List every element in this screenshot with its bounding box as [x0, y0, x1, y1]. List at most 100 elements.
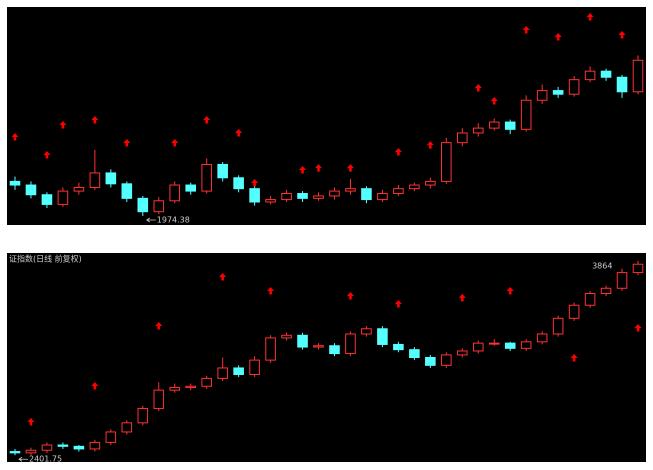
candle-body [632, 59, 644, 93]
candle-body [472, 342, 484, 352]
candle-body [57, 190, 69, 205]
candle-body [297, 334, 308, 348]
candle-body [441, 142, 452, 182]
signal-arrow [522, 26, 530, 34]
candle-body [504, 121, 516, 130]
candle-body [137, 197, 149, 213]
signal-arrow [315, 164, 323, 172]
candle-body [456, 350, 468, 356]
candle-body [169, 387, 181, 391]
candle-body [121, 422, 133, 433]
candle-body [73, 445, 85, 450]
candle-body [9, 180, 21, 186]
panel-background [7, 253, 646, 462]
candle-body [441, 354, 452, 366]
candle-body [536, 90, 548, 101]
candle-body [9, 451, 21, 454]
signal-arrow [474, 84, 482, 92]
candle-body [377, 193, 388, 201]
signal-arrow [570, 354, 578, 362]
candle-body [281, 193, 292, 201]
candle-body [297, 193, 308, 199]
candle-body [249, 188, 260, 203]
signal-arrow [203, 115, 211, 124]
candle-body [201, 377, 212, 387]
candle-body [488, 121, 500, 129]
candle-body [41, 194, 53, 205]
candle-body [201, 163, 212, 192]
signal-arrow [618, 30, 626, 39]
low-label: 1974.38 [157, 215, 190, 224]
candle-body [361, 328, 372, 335]
candle-body [249, 359, 260, 375]
candle-body [345, 188, 356, 192]
candle-body [105, 431, 117, 443]
candle-body [361, 188, 372, 201]
candle-body [632, 263, 644, 274]
candle-body [265, 199, 276, 203]
signal-arrow [91, 381, 99, 390]
candle-body [329, 190, 340, 197]
candle-body [600, 70, 612, 78]
candle-body [616, 272, 628, 289]
candle-body [105, 172, 117, 185]
label-arrow [146, 217, 156, 223]
candle-body [185, 184, 197, 192]
candle-body [185, 385, 197, 389]
signal-arrow [586, 13, 594, 21]
candle-body [409, 349, 420, 359]
candle-body [153, 389, 165, 409]
signal-arrow [155, 322, 163, 330]
signal-arrow [506, 287, 514, 295]
signal-arrow [27, 418, 35, 426]
high-label: 3864 [592, 262, 612, 271]
candle-body [89, 441, 101, 450]
candle-body [41, 444, 53, 451]
signal-arrow [299, 166, 307, 174]
candle-body [552, 90, 564, 95]
signal-arrow [123, 139, 131, 147]
candle-body [153, 200, 165, 213]
candle-body [345, 333, 356, 355]
signal-arrow [91, 115, 99, 124]
candle-body [520, 341, 532, 349]
candle-body [616, 76, 628, 93]
chart-title: 证指数(日线 前复权) [9, 254, 82, 264]
candle-body [329, 345, 340, 355]
signal-arrow [219, 273, 227, 281]
candle-body [137, 407, 149, 424]
signal-arrow [490, 96, 498, 105]
candle-body [584, 70, 596, 81]
signal-arrow [43, 150, 51, 159]
signal-arrow [346, 164, 354, 172]
candle-body [568, 304, 580, 319]
signal-arrow [346, 291, 354, 300]
signal-arrow [251, 178, 259, 187]
candle-body [568, 79, 580, 95]
signal-arrow [59, 120, 67, 129]
candle-body [552, 317, 564, 335]
signal-arrow [426, 141, 434, 149]
candle-body [584, 292, 596, 306]
candle-body [217, 163, 228, 179]
label-arrow [18, 456, 28, 462]
candle-body [504, 342, 516, 349]
signal-arrow [394, 299, 402, 308]
panel-background [7, 7, 646, 225]
candle-body [57, 444, 69, 447]
candle-body [488, 342, 500, 345]
candle-body [472, 127, 484, 134]
candle-body [393, 188, 404, 195]
candle-body [73, 186, 85, 192]
candle-body [536, 333, 548, 343]
candle-body [456, 132, 468, 144]
candle-body [377, 328, 388, 345]
candle-body [313, 195, 324, 199]
candle-body [393, 343, 404, 351]
candle-body [600, 287, 612, 294]
candle-body [121, 183, 133, 199]
candle-body [281, 334, 292, 339]
signal-arrow [634, 323, 642, 332]
candle-body [25, 184, 37, 196]
signal-arrow [394, 147, 402, 156]
